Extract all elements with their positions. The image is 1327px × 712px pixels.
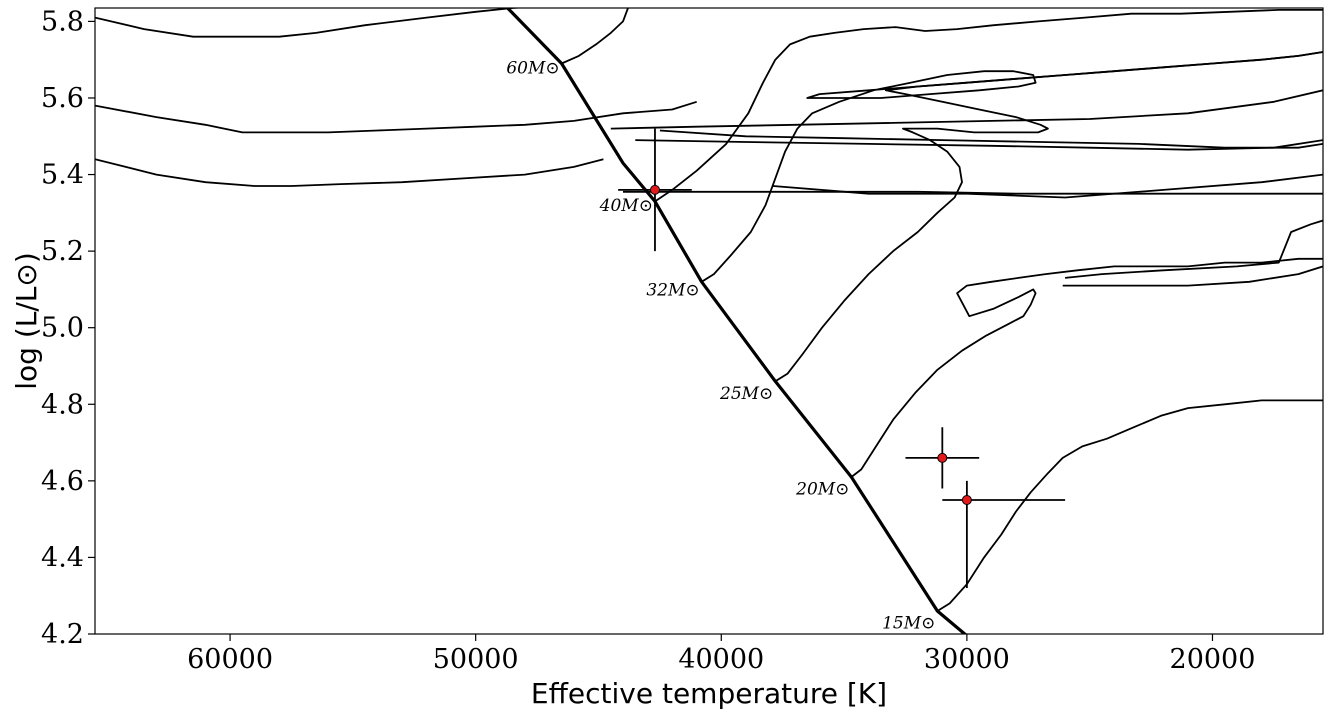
y-tick-label: 4.4 xyxy=(41,542,84,573)
evolutionary-tracks xyxy=(95,8,1323,612)
track-line-1 xyxy=(850,257,1323,478)
y-tick-label: 4.2 xyxy=(41,619,84,650)
mass-label-1: 40M⊙ xyxy=(599,196,653,216)
observation-point-0 xyxy=(618,128,692,252)
track-line-5 xyxy=(561,8,629,65)
track-line-2 xyxy=(774,51,1323,383)
y-tick-label: 4.6 xyxy=(41,466,84,497)
track-line-4 xyxy=(654,9,1323,203)
zams-line xyxy=(506,8,968,634)
observation-point-2 xyxy=(942,480,1066,589)
y-tick-label: 4.8 xyxy=(41,389,84,420)
track-line-8 xyxy=(95,158,604,187)
mass-labels: 60M⊙ 40M⊙ 32M⊙ 25M⊙ 20M⊙ 15M⊙ xyxy=(506,58,935,633)
y-tick-label: 5.0 xyxy=(41,313,84,344)
observation-marker xyxy=(649,184,660,195)
mass-label-2: 32M⊙ xyxy=(646,280,699,300)
track-line-14 xyxy=(1065,219,1323,279)
track-line-11 xyxy=(635,139,1323,151)
observations xyxy=(618,128,1066,589)
track-line-9 xyxy=(610,89,1323,130)
y-axis-ticks: 4.2 4.4 4.6 4.8 5.0 5.2 5.4 5.6 5.8 xyxy=(41,6,95,650)
track-line-3 xyxy=(701,51,1323,283)
observation-marker xyxy=(961,494,972,505)
y-tick-label: 5.8 xyxy=(41,6,84,37)
track-line-0 xyxy=(936,399,1323,612)
zams-line-group xyxy=(506,8,968,634)
track-line-7 xyxy=(95,100,697,134)
y-tick-label: 5.6 xyxy=(41,83,84,114)
track-line-13 xyxy=(772,173,1323,199)
x-tick-label: 50000 xyxy=(433,644,519,675)
plot-frame xyxy=(94,7,1324,635)
x-tick-label: 40000 xyxy=(678,644,764,675)
mass-label-4: 20M⊙ xyxy=(795,480,849,500)
mass-label-3: 25M⊙ xyxy=(719,384,773,404)
track-line-12 xyxy=(623,190,1323,195)
track-line-6 xyxy=(95,8,527,38)
track-line-15 xyxy=(1062,265,1323,287)
y-tick-label: 5.4 xyxy=(41,160,84,191)
mass-label-5: 15M⊙ xyxy=(882,614,935,634)
y-axis-label: log (L/L⊙) xyxy=(10,252,43,390)
x-axis-ticks: 60000 50000 40000 30000 20000 xyxy=(187,634,1255,675)
x-tick-label: 60000 xyxy=(187,644,273,675)
observation-marker xyxy=(937,452,948,463)
x-tick-label: 30000 xyxy=(924,644,1010,675)
x-axis-label: Effective temperature [K] xyxy=(531,677,887,710)
y-tick-label: 5.2 xyxy=(41,236,84,267)
mass-label-0: 60M⊙ xyxy=(506,58,559,78)
observation-point-1 xyxy=(905,427,980,489)
x-tick-label: 20000 xyxy=(1170,644,1256,675)
